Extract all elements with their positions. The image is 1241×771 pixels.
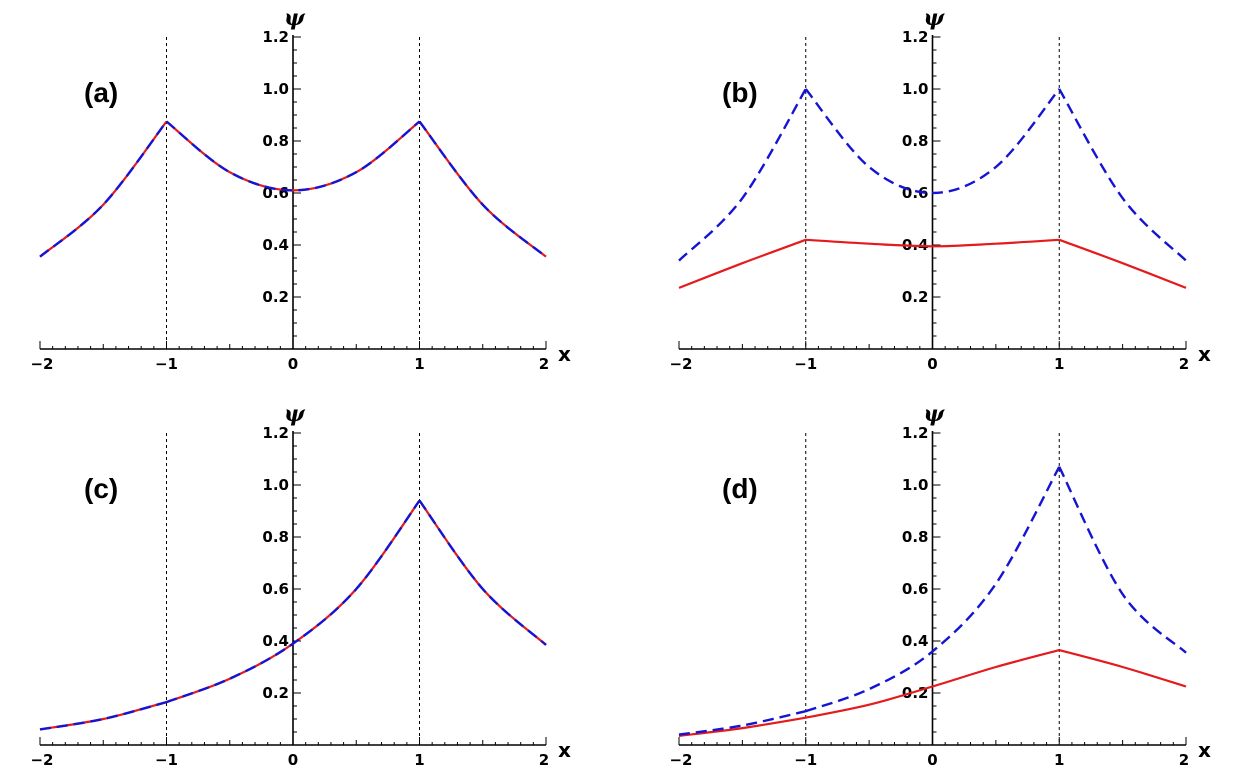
y-tick-label: 0.4 bbox=[902, 632, 929, 650]
y-tick-label: 0.4 bbox=[262, 632, 289, 650]
solid-series-line bbox=[678, 238, 1187, 289]
x-axis-label: x bbox=[558, 342, 571, 366]
dashed-series-line bbox=[39, 499, 547, 731]
dashed-series-line bbox=[39, 120, 547, 258]
y-tick-label: 1.2 bbox=[262, 28, 289, 46]
panel-label: (d) bbox=[722, 473, 758, 504]
x-tick-label: 1 bbox=[414, 355, 424, 373]
solid-series-line bbox=[678, 649, 1187, 737]
y-tick-label: 1.0 bbox=[262, 476, 289, 494]
x-tick-label: 0 bbox=[288, 751, 298, 769]
y-tick-label: 0.4 bbox=[262, 236, 289, 254]
dashed-series-line bbox=[678, 88, 1187, 262]
y-tick-label: 0.2 bbox=[902, 288, 929, 306]
y-tick-label: 0.2 bbox=[262, 684, 289, 702]
y-tick-label: 0.8 bbox=[902, 528, 929, 546]
x-tick-label: 0 bbox=[288, 355, 298, 373]
x-tick-label: −2 bbox=[30, 355, 53, 373]
panel-c: −2 −1 0 1 2 0.2 0.4 0.6 0.8 1.0 1.2 x ψ (c) bbox=[30, 401, 571, 769]
y-axis-label: ψ bbox=[284, 401, 306, 427]
y-tick-label: 1.2 bbox=[902, 28, 929, 46]
x-tick-label: −2 bbox=[669, 355, 692, 373]
x-tick-label: 0 bbox=[927, 751, 937, 769]
x-tick-label: 2 bbox=[1179, 751, 1189, 769]
x-tick-label: −2 bbox=[669, 751, 692, 769]
x-tick-label: 2 bbox=[539, 751, 549, 769]
panel-a: −2 −1 0 1 20.20.40.60.81.01.2xψ(a) bbox=[30, 5, 571, 373]
panel-d: −2 −1 0 1 2 0.2 0.4 0.6 0.8 1.0 1.2 x ψ (d) bbox=[669, 401, 1211, 769]
y-tick-label: 0.8 bbox=[902, 132, 929, 150]
y-tick-label: 1.2 bbox=[262, 424, 289, 442]
y-tick-label: 0.6 bbox=[902, 580, 929, 598]
y-tick-label: 1.2 bbox=[902, 424, 929, 442]
y-tick-label: 0.8 bbox=[262, 132, 289, 150]
x-axis-label: x bbox=[558, 738, 571, 762]
panel-label: (b) bbox=[722, 77, 758, 108]
y-axis-label: ψ bbox=[924, 401, 946, 427]
x-tick-label: 1 bbox=[1054, 751, 1064, 769]
x-tick-label: −2 bbox=[30, 751, 53, 769]
x-tick-label: −1 bbox=[794, 355, 817, 373]
y-axis-label: ψ bbox=[284, 5, 306, 31]
x-tick-label: −1 bbox=[155, 751, 178, 769]
x-tick-label: −1 bbox=[155, 355, 178, 373]
panel-label: (a) bbox=[84, 77, 118, 108]
y-tick-label: 0.8 bbox=[262, 528, 289, 546]
x-tick-label: 1 bbox=[1054, 355, 1064, 373]
x-axis-label: x bbox=[1198, 738, 1211, 762]
x-tick-label: 2 bbox=[539, 355, 549, 373]
y-tick-label: 1.0 bbox=[902, 476, 929, 494]
dashed-series-line bbox=[678, 466, 1187, 736]
x-axis-label: x bbox=[1198, 342, 1211, 366]
x-tick-label: 0 bbox=[927, 355, 937, 373]
x-tick-label: −1 bbox=[794, 751, 817, 769]
y-tick-label: 0.2 bbox=[262, 288, 289, 306]
panel-b: −2 −1 0 1 20.20.40.60.81.01.2xψ(b) bbox=[669, 5, 1211, 373]
y-tick-label: 0.2 bbox=[902, 684, 929, 702]
x-tick-label: 2 bbox=[1179, 355, 1189, 373]
y-tick-label: 1.0 bbox=[902, 80, 929, 98]
y-axis-label: ψ bbox=[924, 5, 946, 31]
x-tick-label: 1 bbox=[414, 751, 424, 769]
panel-label: (c) bbox=[84, 473, 118, 504]
y-tick-label: 0.6 bbox=[262, 580, 289, 598]
y-tick-label: 1.0 bbox=[262, 80, 289, 98]
